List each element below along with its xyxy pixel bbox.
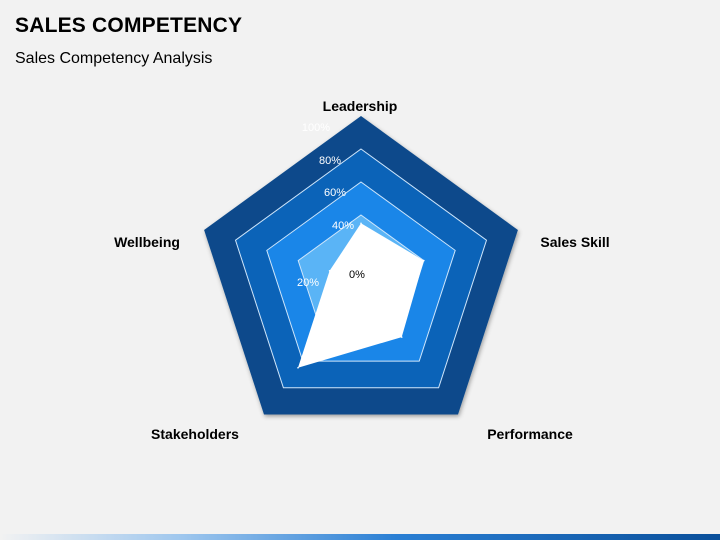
tick-label-40pct: 40% xyxy=(332,220,354,232)
series-point-performance xyxy=(400,336,403,338)
tick-label-100pct: 100% xyxy=(302,122,330,134)
axis-label-performance: Performance xyxy=(487,426,573,442)
tick-label-20pct: 20% xyxy=(297,277,319,289)
axis-label-leadership: Leadership xyxy=(323,98,398,114)
axis-label-wellbeing: Wellbeing xyxy=(114,234,180,250)
series-point-leadership xyxy=(360,222,362,225)
axis-label-sales-skill: Sales Skill xyxy=(540,234,609,250)
series-point-stakeholders xyxy=(297,367,299,369)
slide-title: SALES COMPETENCY xyxy=(15,14,243,37)
tick-label-60pct: 60% xyxy=(324,187,346,199)
axis-label-stakeholders: Stakeholders xyxy=(151,426,239,442)
slide-subtitle: Sales Competency Analysis xyxy=(15,50,213,67)
series-polygon-0 xyxy=(298,223,424,368)
footer-accent-bar xyxy=(0,534,720,540)
tick-label-80pct: 80% xyxy=(319,155,341,167)
series-point-wellbeing xyxy=(328,270,331,272)
tick-label-0pct: 0% xyxy=(349,269,365,281)
series-point-sales-skill xyxy=(423,259,425,262)
